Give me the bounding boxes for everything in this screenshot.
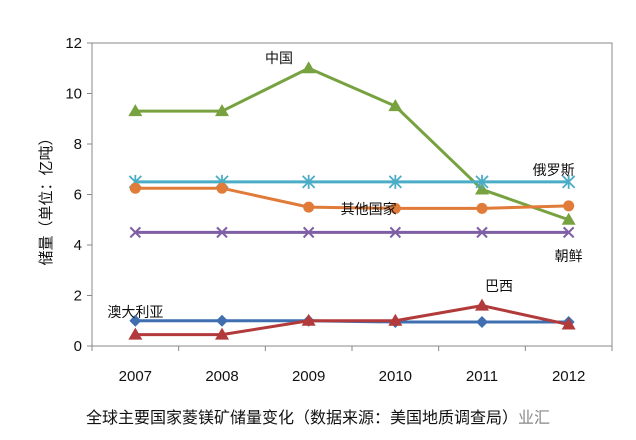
data-point-marker — [476, 226, 488, 239]
data-point-marker — [476, 202, 488, 214]
series-1 — [128, 174, 576, 189]
data-point-marker — [129, 314, 142, 327]
y-tick-label: 4 — [74, 237, 82, 254]
data-point-marker — [301, 61, 316, 74]
data-point-marker — [562, 226, 575, 239]
data-point-marker — [563, 200, 575, 212]
caption-text: 全球主要国家菱镁矿储量变化（数据来源：美国地质调查局） — [85, 408, 518, 427]
watermark-text: 业汇 — [518, 408, 551, 427]
series-group — [128, 61, 576, 340]
data-point-marker — [302, 226, 315, 239]
data-point-marker — [215, 327, 229, 340]
data-point-marker — [128, 327, 143, 340]
data-point-marker — [562, 174, 576, 189]
data-point-marker — [475, 298, 489, 311]
series-line — [135, 304, 569, 337]
x-tick-label: 2009 — [292, 368, 325, 385]
data-point-marker — [388, 313, 403, 326]
data-point-marker — [302, 174, 316, 189]
x-tick-label: 2007 — [119, 368, 152, 385]
data-point-marker — [216, 314, 228, 327]
series-2 — [129, 182, 575, 214]
y-tick-label: 6 — [74, 187, 82, 204]
y-tick-label: 2 — [74, 288, 82, 305]
x-axis: 2007 2008 2009 2010 2011 2012 — [91, 346, 613, 385]
data-point-marker — [476, 316, 488, 329]
y-tick-label: 10 — [65, 86, 82, 103]
series-line — [135, 66, 570, 222]
data-point-marker — [475, 174, 489, 189]
x-tick-label: 2011 — [466, 368, 498, 385]
y-tick-label: 8 — [74, 136, 82, 153]
series-label: 俄罗斯 — [533, 163, 575, 179]
y-axis: 0 2 4 6 8 10 12 — [65, 35, 92, 355]
data-point-marker — [561, 317, 576, 330]
y-tick-label: 12 — [65, 35, 82, 52]
x-tick-label: 2012 — [552, 368, 585, 385]
data-point-marker — [303, 201, 315, 213]
series-5 — [128, 298, 576, 340]
series-3 — [129, 226, 575, 239]
data-point-marker — [389, 202, 401, 214]
series-label: 巴西 — [485, 279, 513, 295]
series-label: 中国 — [265, 51, 293, 67]
y-tick-label: 0 — [74, 338, 82, 355]
chart-caption: 全球主要国家菱镁矿储量变化（数据来源：美国地质调查局）业汇 — [0, 404, 636, 428]
data-point-marker — [216, 226, 228, 239]
y-axis-title: 储量（单位：亿吨） — [37, 130, 55, 265]
series-label: 澳大利亚 — [107, 305, 163, 321]
data-point-marker — [129, 182, 141, 194]
data-point-marker — [128, 104, 143, 117]
series-line — [135, 186, 569, 210]
series-0 — [128, 61, 576, 225]
data-point-marker — [216, 182, 228, 194]
series-label: 其他国家 — [341, 201, 397, 218]
data-point-marker — [129, 226, 142, 239]
data-point-marker — [388, 174, 402, 189]
data-point-marker — [561, 212, 576, 225]
series-label: 朝鲜 — [555, 249, 583, 265]
data-point-marker — [388, 99, 403, 112]
x-tick-label: 2008 — [205, 368, 238, 385]
x-tick-label: 2010 — [379, 368, 412, 385]
data-point-marker — [301, 313, 316, 326]
data-point-marker — [215, 104, 229, 117]
data-point-marker — [389, 226, 402, 239]
